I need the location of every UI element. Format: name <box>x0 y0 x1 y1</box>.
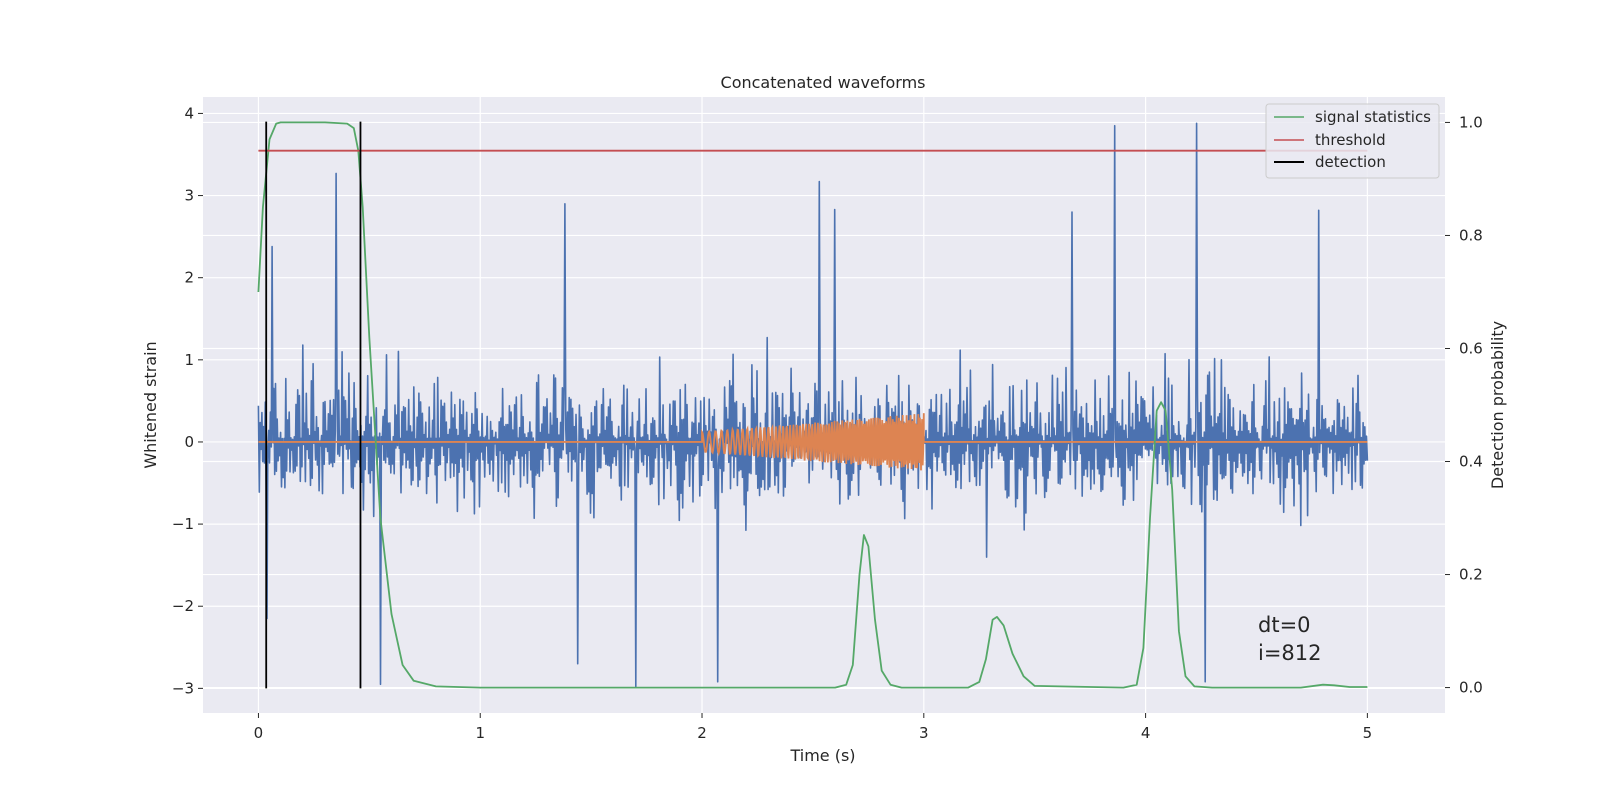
y-tick-label: 1 <box>184 351 194 369</box>
annotation-dt: dt=0 <box>1258 613 1311 637</box>
x-tick-label: 1 <box>475 724 485 742</box>
legend-label-detection: detection <box>1315 153 1386 171</box>
y2-axis-label: Detection probability <box>1488 321 1507 489</box>
x-axis-label: Time (s) <box>789 746 855 765</box>
y-tick-label: 0 <box>184 433 194 451</box>
y2-tick-label: 1.0 <box>1459 113 1483 131</box>
y2-tick-label: 0.0 <box>1459 679 1483 697</box>
series-injected-signal-line <box>258 413 1368 471</box>
legend-label-threshold: threshold <box>1315 131 1386 149</box>
y2-tick-label: 0.4 <box>1459 453 1483 471</box>
y-tick-label: 4 <box>184 104 194 122</box>
plot-area <box>203 97 1445 713</box>
x-tick-label: 2 <box>697 724 707 742</box>
x-tick-label: 3 <box>919 724 929 742</box>
annotation-i: i=812 <box>1258 641 1322 665</box>
y2-tick-label: 0.8 <box>1459 226 1483 244</box>
y-tick-label: −3 <box>172 679 194 697</box>
x-tick-label: 5 <box>1363 724 1373 742</box>
y-tick-label: 2 <box>184 269 194 287</box>
legend: signal statistics threshold detection <box>1265 103 1440 179</box>
data-layer <box>257 121 1369 689</box>
y2-tick-label: 0.2 <box>1459 566 1483 584</box>
y-tick-label: −2 <box>172 597 194 615</box>
ticks: 0 1 2 3 4 5 −3 −2 −1 0 1 2 3 4 0.0 0.2 0.4 0.6 0.8 1.0 <box>172 104 1483 742</box>
y-axis-label: Whitened strain <box>141 341 160 468</box>
legend-box <box>1265 103 1440 179</box>
y-tick-label: −1 <box>172 515 194 533</box>
y-tick-label: 3 <box>184 187 194 205</box>
legend-label-signal-statistics: signal statistics <box>1315 108 1431 126</box>
x-tick-label: 4 <box>1141 724 1151 742</box>
x-tick-label: 0 <box>254 724 264 742</box>
y2-tick-label: 0.6 <box>1459 339 1483 357</box>
chart-title: Concatenated waveforms <box>721 73 926 92</box>
